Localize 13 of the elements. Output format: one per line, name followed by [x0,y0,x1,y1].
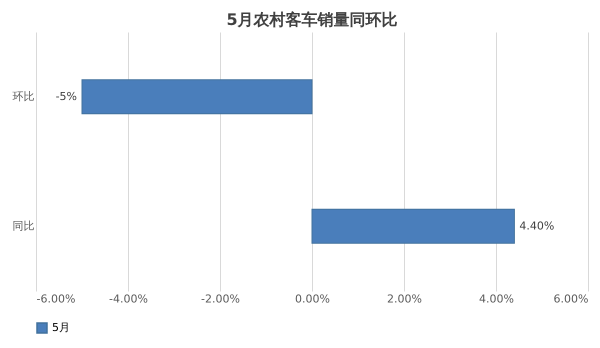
x-tick-label: -6.00% [36,292,76,306]
legend-label: 5月 [52,321,70,334]
x-tick-label: 2.00% [387,292,422,306]
x-tick-label: 6.00% [554,292,588,306]
chart-title: 5月农村客车销量同环比 [226,10,398,29]
x-tick-label: -2.00% [201,292,240,306]
y-tick-label: 环比 [12,90,34,103]
x-tick-label: 0.00% [295,292,330,306]
data-label: -5% [56,90,77,103]
x-tick-label: 4.00% [479,292,514,306]
y-tick-label: 同比 [12,219,34,232]
x-tick-label: -4.00% [109,292,148,306]
data-label: 4.40% [519,219,554,232]
